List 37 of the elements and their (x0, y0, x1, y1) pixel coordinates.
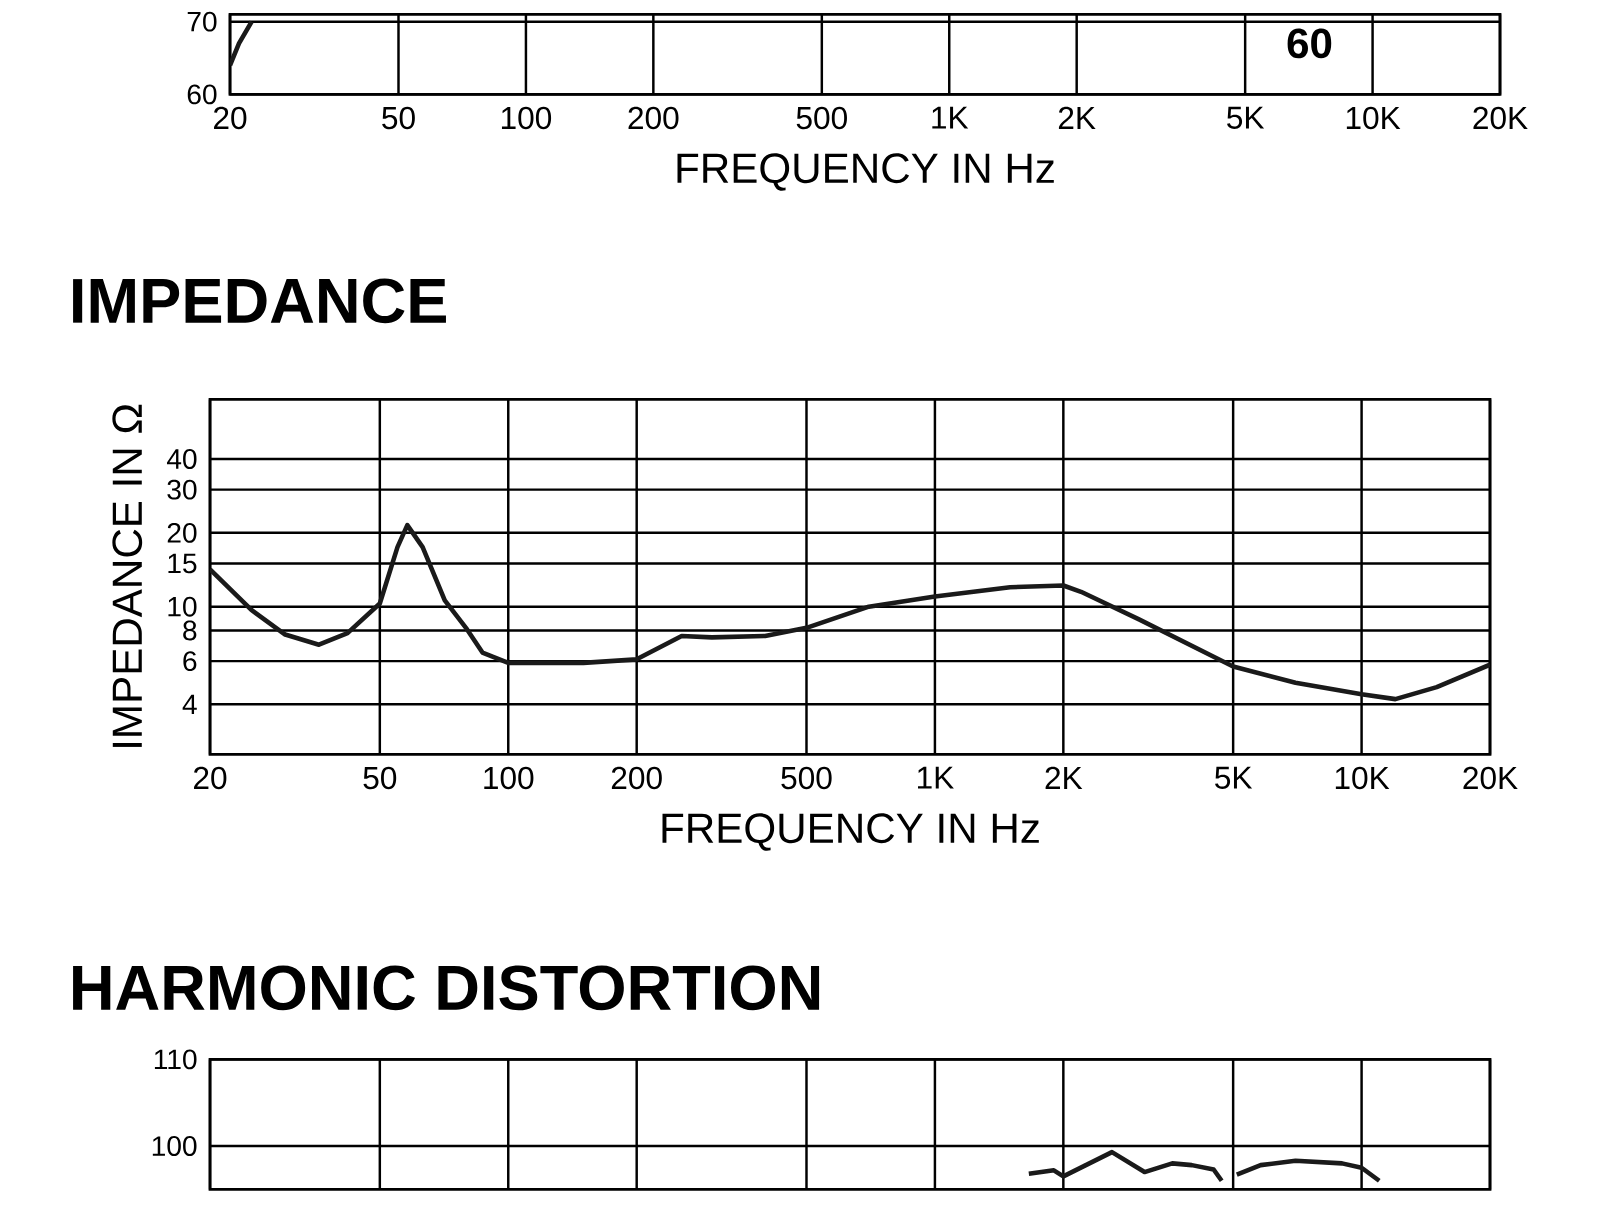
x-tick-label: 500 (796, 107, 847, 130)
x-tick-label: 1K (918, 767, 954, 789)
chart-title: HARMONIC DISTORTION (73, 965, 820, 1011)
x-tick-label: 200 (628, 107, 679, 130)
y-axis-title: IMPEDANCE IN Ω (112, 405, 143, 748)
y-tick-label: 6 (183, 651, 197, 672)
x-tick-label: 50 (382, 107, 415, 130)
y-tick-label: 20 (167, 523, 197, 544)
y-tick-label: 60 (187, 84, 217, 105)
x-tick-label: 20K (1463, 767, 1518, 790)
x-tick-label: 1K (932, 107, 969, 129)
chart-title: IMPEDANCE (73, 278, 446, 324)
x-tick-label: 20K (1473, 107, 1528, 130)
y-tick-label: 110 (154, 1049, 197, 1070)
y-tick-label: 30 (167, 479, 197, 500)
annotation: 60 (1287, 28, 1332, 59)
x-tick-label: 2K (1058, 107, 1096, 130)
x-axis-title: FREQUENCY IN Hz (662, 813, 1039, 851)
y-tick-label: 100 (152, 1136, 197, 1157)
x-tick-label: 100 (484, 767, 534, 790)
y-tick-label: 4 (182, 694, 197, 715)
x-axis-title: FREQUENCY IN Hz (677, 153, 1054, 191)
x-tick-label: 20 (214, 107, 247, 130)
y-tick-label: 40 (166, 449, 197, 470)
x-tick-label: 2K (1045, 767, 1083, 790)
x-tick-label: 50 (363, 767, 397, 790)
x-tick-label: 5K (1227, 107, 1265, 130)
x-tick-label: 100 (501, 107, 552, 130)
x-tick-label: 10K (1346, 107, 1401, 130)
y-tick-label: 15 (168, 553, 197, 574)
x-tick-label: 10K (1335, 767, 1390, 790)
y-tick-label: 10 (168, 596, 197, 617)
x-tick-label: 200 (611, 767, 662, 790)
x-tick-label: 5K (1215, 767, 1253, 790)
y-tick-label: 8 (183, 620, 197, 641)
y-tick-label: 70 (187, 11, 217, 32)
x-tick-label: 500 (781, 767, 832, 790)
